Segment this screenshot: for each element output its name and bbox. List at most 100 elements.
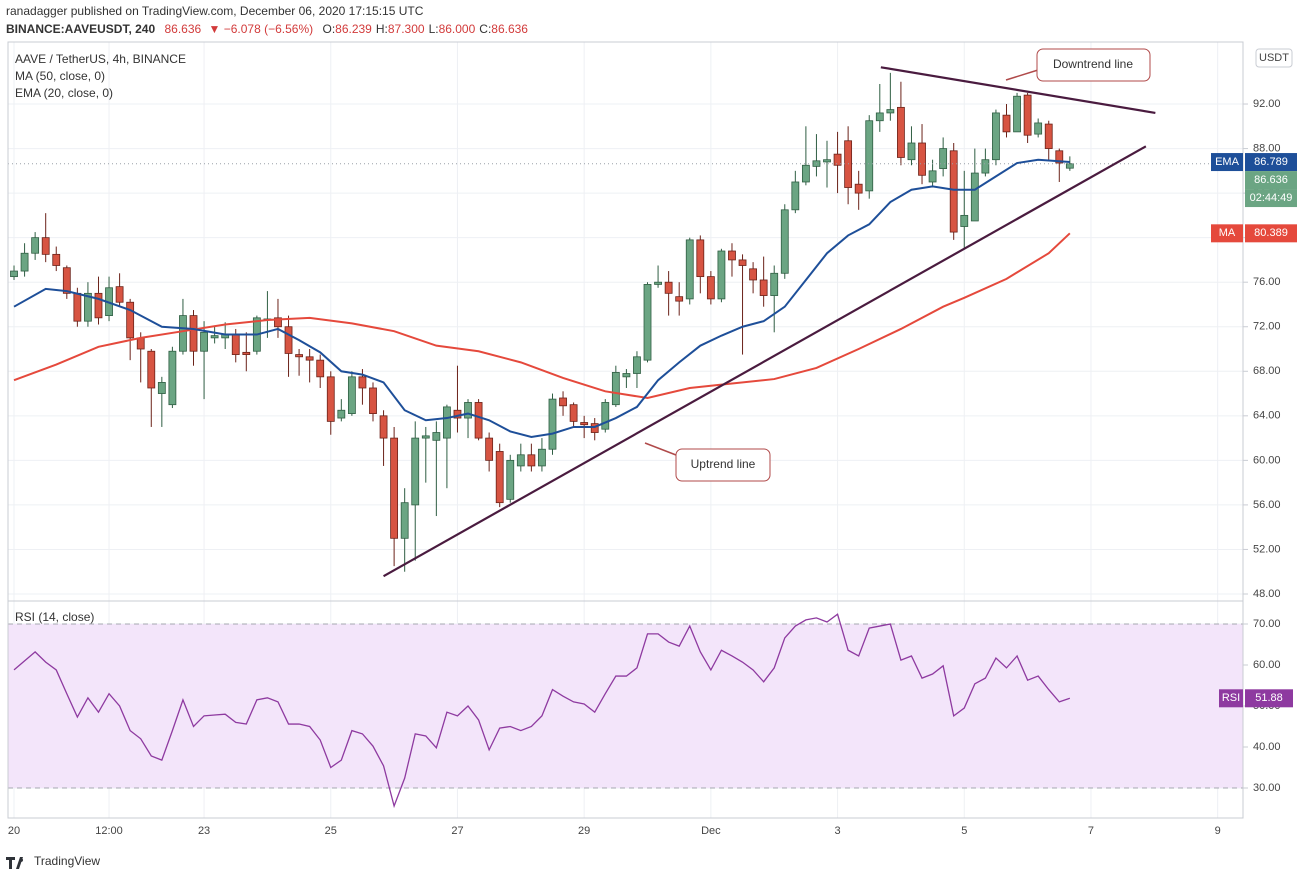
candle-body [907, 142, 916, 161]
symbol-line: BINANCE:AAVEUSDT, 240 86.636 ▼ −6.078 (−… [6, 22, 528, 36]
y-tick-label: 56.00 [1253, 499, 1281, 511]
price-tag-value: 51.88 [1255, 692, 1283, 704]
candle [115, 273, 124, 307]
candle [970, 148, 979, 222]
change: ▼ −6.078 (−6.56%) [209, 22, 314, 36]
tag-label-box [1219, 689, 1243, 708]
candle [960, 170, 969, 249]
rsi-line [13, 613, 1071, 809]
candle [590, 418, 599, 441]
candle [875, 83, 884, 132]
candle-body [390, 437, 399, 539]
candle-body [443, 406, 451, 439]
ohlc-key: L: [429, 22, 439, 36]
x-tick-label: 25 [325, 825, 337, 837]
candle-body [179, 315, 187, 352]
rsi-panel [8, 613, 1243, 809]
candle-body [559, 397, 567, 407]
candle-body [791, 181, 800, 211]
candle [664, 271, 673, 316]
candle [474, 399, 483, 441]
x-tick-label: 5 [961, 825, 967, 837]
candle [833, 131, 842, 194]
ohlc-key: H: [376, 22, 388, 36]
candle-body [622, 373, 631, 378]
candle-body [495, 451, 504, 504]
candle-body [897, 106, 905, 158]
candle-body [854, 183, 863, 194]
candle [485, 432, 494, 472]
candle [347, 371, 356, 416]
candle [495, 443, 504, 508]
candle-body [1065, 163, 1074, 169]
candle-body [611, 371, 620, 406]
candle [791, 170, 800, 214]
candle [516, 443, 525, 472]
ohlc-value: 86.239 [335, 22, 372, 36]
candle [316, 354, 325, 388]
candle [907, 126, 916, 166]
candle [685, 237, 694, 305]
y-tick-label: 48.00 [1253, 588, 1281, 600]
tag-label: MA [1219, 227, 1236, 239]
candle-body [928, 170, 937, 183]
ohlc-value: 86.000 [439, 22, 476, 36]
tag-label-box [1211, 153, 1243, 172]
x-tick-label: 7 [1088, 825, 1094, 837]
candle-body [770, 272, 779, 296]
candle-body [527, 454, 536, 467]
rsi-band [8, 624, 1243, 788]
annotation-arrow [1005, 69, 1039, 81]
candle [379, 410, 388, 466]
candle-body [10, 270, 18, 278]
candle [538, 438, 546, 472]
candle-body [115, 286, 124, 303]
candle-body [939, 148, 948, 170]
candle-body [685, 239, 694, 300]
candle-body [1055, 150, 1064, 164]
candle-body [284, 326, 293, 354]
candle [633, 351, 641, 388]
candle-body [136, 337, 145, 350]
candle-body [960, 214, 969, 227]
candle-body [548, 398, 557, 450]
candle-body [992, 112, 1000, 161]
y-tick-label: 76.00 [1253, 276, 1281, 288]
candle-body [918, 142, 926, 176]
annotation-box [1036, 48, 1151, 82]
price-tag-value: 86.636 [1254, 174, 1288, 186]
candle [84, 282, 92, 327]
candle-body [728, 250, 736, 261]
candle [189, 310, 198, 366]
y-tick-label: 40.00 [1253, 741, 1281, 753]
y-tick-label: 60.00 [1253, 454, 1281, 466]
annotation: Downtrend line [1053, 57, 1133, 71]
candle-body [316, 359, 325, 378]
y-tick-label: 88.00 [1253, 142, 1281, 154]
candle [611, 365, 620, 407]
candle-body [94, 292, 103, 319]
candle-body [147, 350, 156, 389]
candle-body [474, 402, 483, 439]
candle-body [780, 209, 789, 274]
candle [770, 265, 779, 333]
candle-body [274, 317, 282, 328]
candle-body [52, 253, 61, 266]
candle-body [369, 387, 377, 414]
candle [559, 391, 567, 416]
y-tick-label: 64.00 [1253, 410, 1281, 422]
annotation: Uptrend line [691, 457, 756, 471]
ohlc-value: 87.300 [388, 22, 425, 36]
x-tick-label: 20 [8, 825, 20, 837]
candle-body [823, 159, 831, 163]
candle [411, 421, 420, 561]
trend-line [880, 66, 1156, 115]
candle-body [538, 448, 546, 467]
unit-box [1255, 48, 1293, 68]
candle-body [749, 268, 757, 281]
x-tick-label: 9 [1215, 825, 1221, 837]
candle-body [801, 164, 810, 183]
candle-body [62, 267, 71, 294]
candle-body [73, 292, 82, 322]
candle-body [464, 402, 472, 419]
